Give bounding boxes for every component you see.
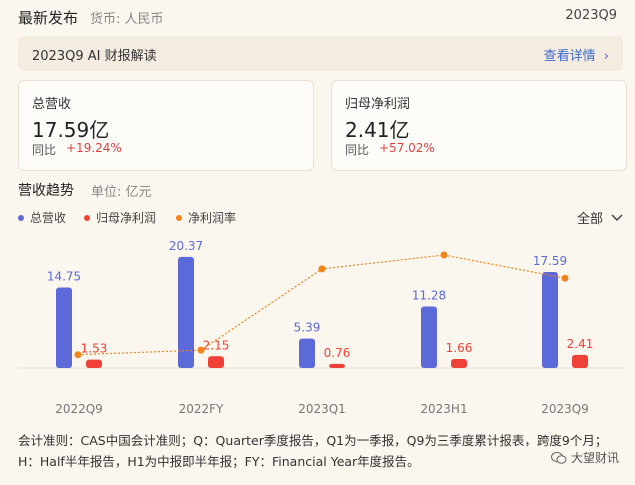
revenue-bar [299,338,315,368]
x-tick-label: 2023Q9 [541,402,589,416]
margin-point [318,265,326,273]
revenue-bar [178,256,194,368]
revenue-data-label: 20.37 [169,239,203,253]
accounting-footnote: 会计准则：CAS中国会计准则；Q：Quarter季度报告，Q1为一季报，Q9为三… [18,433,608,469]
wechat-icon [550,451,567,464]
profit-data-label: 1.53 [81,342,108,356]
profit-data-label: 2.41 [567,337,594,351]
margin-point [561,274,569,282]
card-label: 总营收 [32,97,72,112]
revenue-card[interactable]: 总营收 17.59亿 同比 +19.24% [18,80,314,171]
period-filter-dropdown[interactable]: 全部 [577,208,623,227]
revenue-data-label: 11.28 [412,288,446,302]
watermark: 大望财讯 [550,449,619,466]
revenue-data-label: 5.39 [294,321,321,335]
legend-label: 总营收 [30,211,67,225]
view-details-link[interactable]: 查看详情 › [544,45,609,64]
revenue-bar [542,272,558,368]
legend-dot-icon [84,214,90,221]
x-tick-label: 2023H1 [420,402,467,416]
legend-dot-icon [176,214,182,221]
card-value: 17.59亿 [32,118,110,142]
card-label: 归母净利润 [345,97,411,112]
currency-label: 货币: 人民币 [90,12,164,27]
page-title: 最新发布 [18,9,79,27]
legend-label: 归母净利润 [96,211,157,225]
legend-item-profit[interactable]: 归母净利润 [84,209,156,226]
trend-unit: 单位: 亿元 [91,185,152,200]
x-tick-label: 2023Q1 [298,402,346,416]
chevron-down-icon [611,213,623,221]
x-tick-label: 2022FY [179,402,224,416]
profit-data-label: 1.66 [446,341,473,355]
revenue-bar [421,306,437,368]
profit-data-label: 2.15 [203,338,230,352]
margin-point [197,346,205,354]
chevron-right-icon: › [603,49,609,64]
legend-item-margin[interactable]: 净利润率 [176,209,236,226]
ai-report-bar[interactable]: 2023Q9 AI 财报解读 查看详情 › [18,36,623,71]
profit-bar [572,354,588,368]
profit-bar [86,359,102,368]
card-value: 2.41亿 [345,118,410,142]
profit-data-label: 0.76 [324,346,351,360]
margin-point [440,251,448,259]
revenue-data-label: 17.59 [533,254,567,268]
yoy-value: +19.24% [66,141,122,155]
revenue-data-label: 14.75 [47,270,81,284]
trend-title: 营收趋势 [18,183,74,199]
x-tick-label: 2022Q9 [55,402,103,416]
view-details-label: 查看详情 [543,49,596,64]
profit-bar [329,363,345,368]
legend-item-revenue[interactable]: 总营收 [18,209,66,226]
report-period: 2023Q9 [565,8,617,23]
yoy-value: +57.02% [379,141,435,155]
filter-label: 全部 [576,212,603,227]
profit-bar [208,356,224,368]
ai-report-title: 2023Q9 AI 财报解读 [32,49,157,64]
profit-bar [451,358,467,368]
legend-dot-icon [18,214,24,221]
watermark-text: 大望财讯 [570,451,619,465]
net-profit-card[interactable]: 归母净利润 2.41亿 同比 +57.02% [331,80,627,171]
yoy-label: 同比 [345,143,370,157]
legend-label: 净利润率 [188,211,237,225]
revenue-trend-chart: 14.75 1.53 2022Q9 20.37 2.15 2022FY 5.390.76 20… [18,239,625,416]
revenue-bar [56,287,72,368]
yoy-label: 同比 [32,143,57,157]
margin-point [74,351,82,359]
